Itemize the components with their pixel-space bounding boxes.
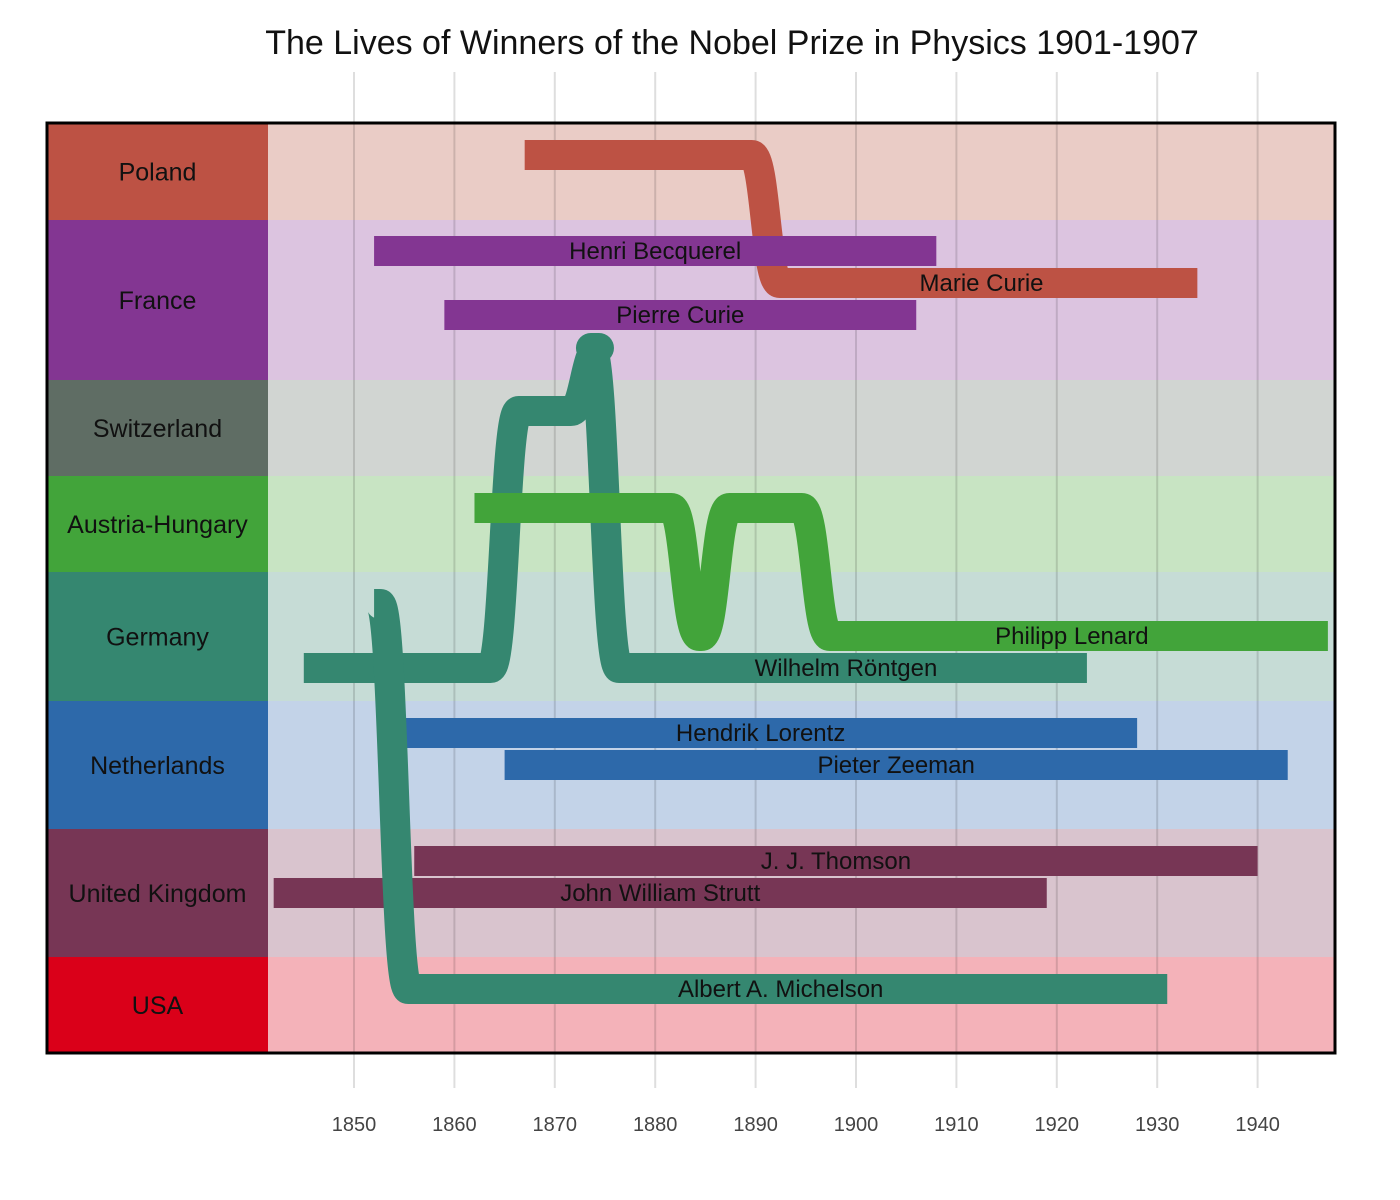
tick-label-1860: 1860 (432, 1114, 477, 1136)
person-label-philipp-lenard: Philipp Lenard (995, 623, 1148, 650)
tick-label-1850: 1850 (332, 1114, 377, 1136)
country-label-united-kingdom: United Kingdom (69, 880, 247, 908)
country-label-poland: Poland (119, 159, 197, 187)
country-swatch-austria-hungary (47, 476, 268, 572)
country-label-usa: USA (132, 992, 184, 1020)
country-label-netherlands: Netherlands (90, 752, 225, 780)
person-label-john-william-strutt: John William Strutt (560, 880, 760, 907)
country-swatch-netherlands (47, 701, 268, 829)
country-swatch-germany (47, 572, 268, 701)
person-label-j-j-thomson: J. J. Thomson (761, 848, 911, 875)
lifeline-albert-a-michelson (365, 589, 1168, 1004)
life-lines (273, 140, 1328, 1004)
tick-label-1930: 1930 (1135, 1114, 1180, 1136)
person-label-albert-a-michelson: Albert A. Michelson (678, 976, 883, 1003)
person-label-pieter-zeeman: Pieter Zeeman (817, 752, 974, 779)
tick-label-1880: 1880 (633, 1114, 678, 1136)
person-label-hendrik-lorentz: Hendrik Lorentz (676, 720, 845, 747)
country-swatch-poland (47, 123, 268, 220)
person-label-wilhelm-rontgen: Wilhelm Röntgen (755, 655, 938, 682)
tick-label-1940: 1940 (1235, 1114, 1280, 1136)
plot-frame (45, 121, 1337, 1055)
country-swatch-switzerland (47, 380, 268, 476)
tick-label-1900: 1900 (834, 1114, 879, 1136)
country-label-austria-hungary: Austria-Hungary (67, 511, 248, 539)
tick-label-1870: 1870 (533, 1114, 578, 1136)
tick-label-1890: 1890 (733, 1114, 778, 1136)
person-labels: Marie Curie Henri Becquerel Pierre Curie Wi… (560, 238, 1148, 1003)
country-bands (47, 123, 1335, 1053)
lifeline-marie-curie (524, 140, 1198, 298)
country-swatch-france (47, 220, 268, 380)
person-label-pierre-curie: Pierre Curie (616, 302, 744, 329)
person-label-henri-becquerel: Henri Becquerel (569, 238, 741, 265)
country-label-germany: Germany (106, 624, 209, 652)
tick-label-1920: 1920 (1035, 1114, 1080, 1136)
country-label-switzerland: Switzerland (93, 415, 222, 443)
country-labels: Poland France Switzerland Austria-Hungary Ge… (67, 159, 248, 1021)
lifeline-philipp-lenard (474, 493, 1328, 651)
x-axis-ticks: 1850 1860 1870 1880 1890 1900 1910 1920 1930 1940 (332, 1114, 1280, 1136)
tick-label-1910: 1910 (934, 1114, 979, 1136)
country-label-france: France (119, 287, 197, 315)
person-label-marie-curie: Marie Curie (919, 270, 1043, 297)
country-swatch-united-kingdom (47, 829, 268, 957)
chart-title: The Lives of Winners of the Nobel Prize … (265, 24, 1199, 62)
country-swatch-usa (47, 957, 268, 1053)
lifeline-wilhelm-rontgen (303, 333, 1087, 683)
